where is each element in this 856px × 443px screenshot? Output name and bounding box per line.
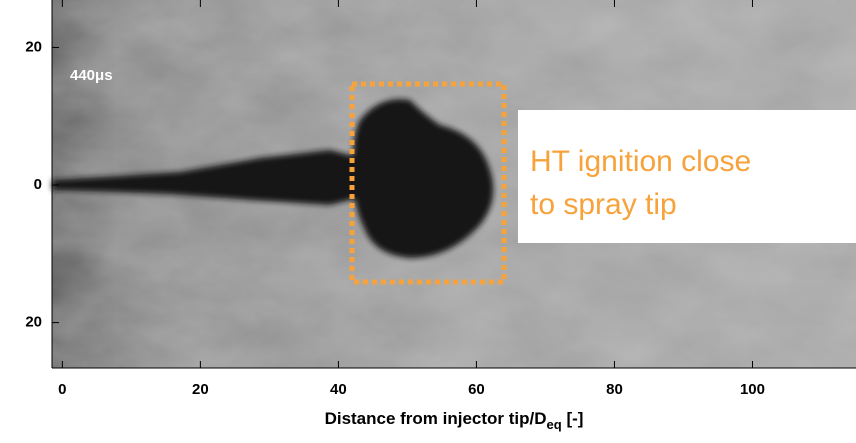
- x-label-text: Distance from injector tip/D: [325, 409, 547, 428]
- time-label: 440μs: [70, 67, 113, 84]
- y-tick-label: 0: [34, 176, 42, 193]
- x-label-text: [-]: [562, 409, 584, 428]
- x-tick-label: 20: [192, 381, 209, 398]
- annotation: HT ignition close: [530, 145, 751, 178]
- x-tick-label: 60: [468, 381, 485, 398]
- y-tick-label: 20: [25, 38, 42, 55]
- x-axis-label: Distance from injector tip/Deq [-]: [325, 409, 584, 432]
- x-tick-label: 80: [606, 381, 623, 398]
- x-tick-label: 0: [58, 381, 66, 398]
- x-tick-label: 40: [330, 381, 347, 398]
- x-tick-label: 100: [740, 381, 765, 398]
- highlight-box: [349, 81, 507, 285]
- annotation-box: [518, 110, 856, 243]
- annotation: to spray tip: [530, 188, 677, 221]
- x-label-sub: eq: [547, 417, 562, 432]
- y-tick-label: 20: [25, 314, 42, 331]
